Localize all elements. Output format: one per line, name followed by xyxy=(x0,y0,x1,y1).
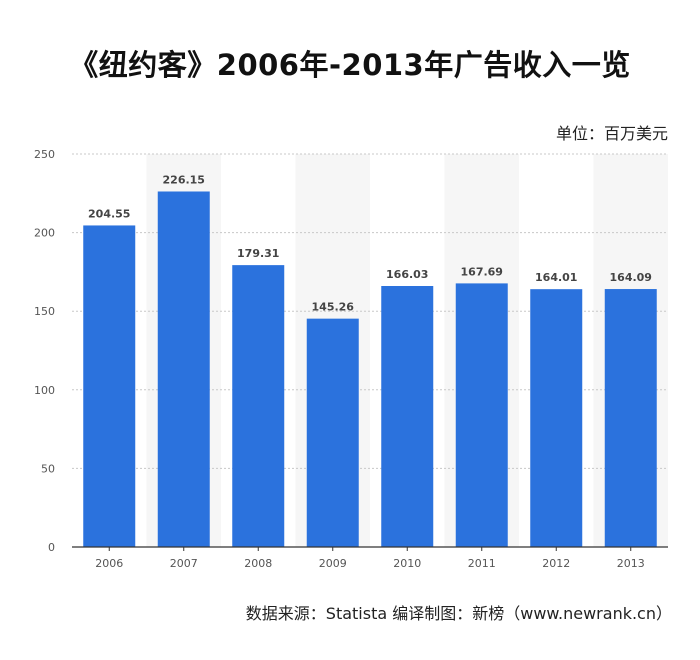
y-tick-label: 100 xyxy=(34,384,55,397)
y-tick-label: 0 xyxy=(48,541,55,554)
bar xyxy=(604,289,657,547)
bar xyxy=(83,225,136,548)
bar xyxy=(455,283,508,547)
y-tick-label: 250 xyxy=(34,148,55,161)
bar xyxy=(157,191,210,548)
data-label: 226.15 xyxy=(163,173,205,186)
x-tick-label: 2008 xyxy=(244,557,272,570)
bar xyxy=(530,289,583,547)
x-axis: 2006 2007 2008 2009 2010 2011 2012 2013 xyxy=(72,546,668,570)
bar xyxy=(306,318,359,547)
bars xyxy=(83,191,657,548)
data-label: 164.01 xyxy=(535,271,577,284)
bar xyxy=(232,265,285,547)
data-label: 164.09 xyxy=(610,271,652,284)
unit-label: 单位：百万美元 xyxy=(555,124,668,143)
data-label: 179.31 xyxy=(237,247,279,260)
y-tick-label: 50 xyxy=(41,462,55,475)
x-tick-label: 2011 xyxy=(468,557,496,570)
x-tick-label: 2010 xyxy=(393,557,421,570)
x-tick-label: 2007 xyxy=(170,557,198,570)
x-tick-label: 2013 xyxy=(617,557,645,570)
source-note: 数据来源：Statista 编译制图：新榜（www.newrank.cn） xyxy=(245,604,672,623)
chart-title: 《纽约客》2006年-2013年广告收入一览 xyxy=(69,48,631,82)
x-tick-label: 2006 xyxy=(95,557,123,570)
y-axis: 0 50 100 150 200 250 xyxy=(34,148,55,554)
bar xyxy=(381,286,434,547)
data-label: 166.03 xyxy=(386,268,428,281)
data-label: 167.69 xyxy=(461,265,503,278)
y-tick-label: 150 xyxy=(34,305,55,318)
x-tick-label: 2009 xyxy=(319,557,347,570)
x-tick-label: 2012 xyxy=(542,557,570,570)
y-tick-label: 200 xyxy=(34,227,55,240)
data-label: 204.55 xyxy=(88,207,130,220)
data-labels: 204.55 226.15 179.31 145.26 166.03 167.69 164.… xyxy=(88,173,652,313)
data-label: 145.26 xyxy=(312,301,355,314)
